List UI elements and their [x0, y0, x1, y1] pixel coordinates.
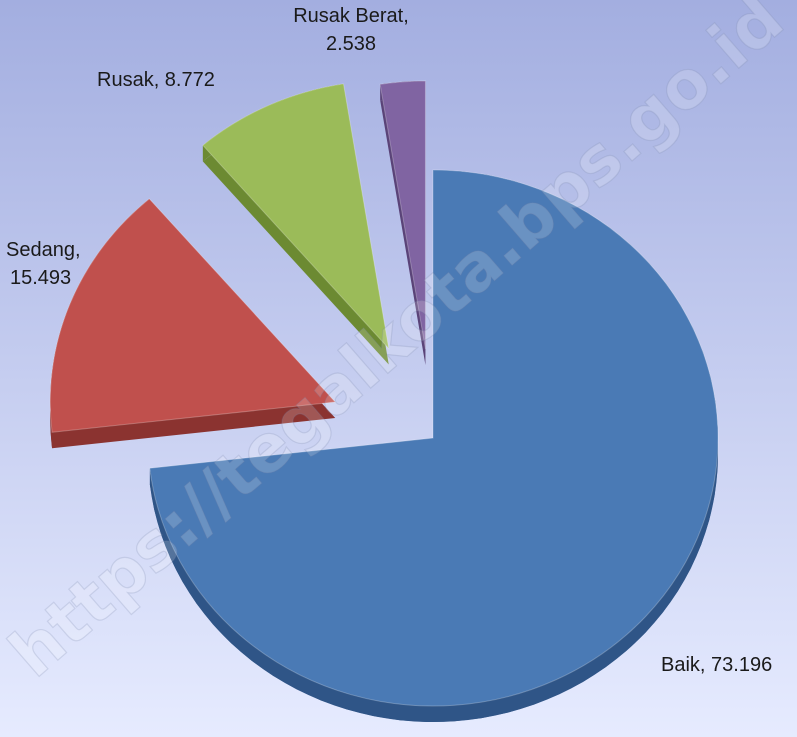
slice-sedang [49, 198, 337, 433]
slices-layer [49, 80, 719, 722]
data-label-rusak-berat: Rusak Berat, 2.538 [293, 5, 409, 55]
data-label-baik: Baik, 73.196 [661, 654, 772, 676]
data-label-sedang: Sedang, 15.493 [6, 239, 81, 289]
slice-baik [149, 169, 719, 707]
slice-rusak [202, 83, 390, 351]
slice-rusak-berat [379, 80, 426, 350]
data-label-rusak: Rusak, 8.772 [97, 69, 215, 91]
labels-layer: Baik, 73.196 Sedang, 15.493 Rusak, 8.772 Rus… [6, 5, 772, 676]
